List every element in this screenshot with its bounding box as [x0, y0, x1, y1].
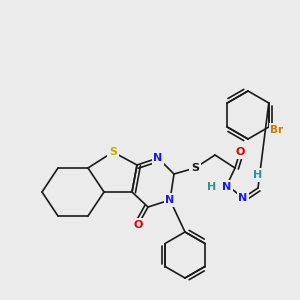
- Text: O: O: [133, 220, 143, 230]
- Text: N: N: [165, 195, 175, 205]
- Text: N: N: [238, 193, 247, 203]
- Text: S: S: [109, 147, 117, 157]
- Text: Br: Br: [270, 125, 283, 135]
- Text: N: N: [153, 153, 163, 163]
- Text: O: O: [235, 147, 245, 157]
- Text: N: N: [222, 182, 232, 192]
- Text: H: H: [207, 182, 217, 192]
- Text: S: S: [191, 163, 199, 173]
- Text: H: H: [254, 170, 262, 180]
